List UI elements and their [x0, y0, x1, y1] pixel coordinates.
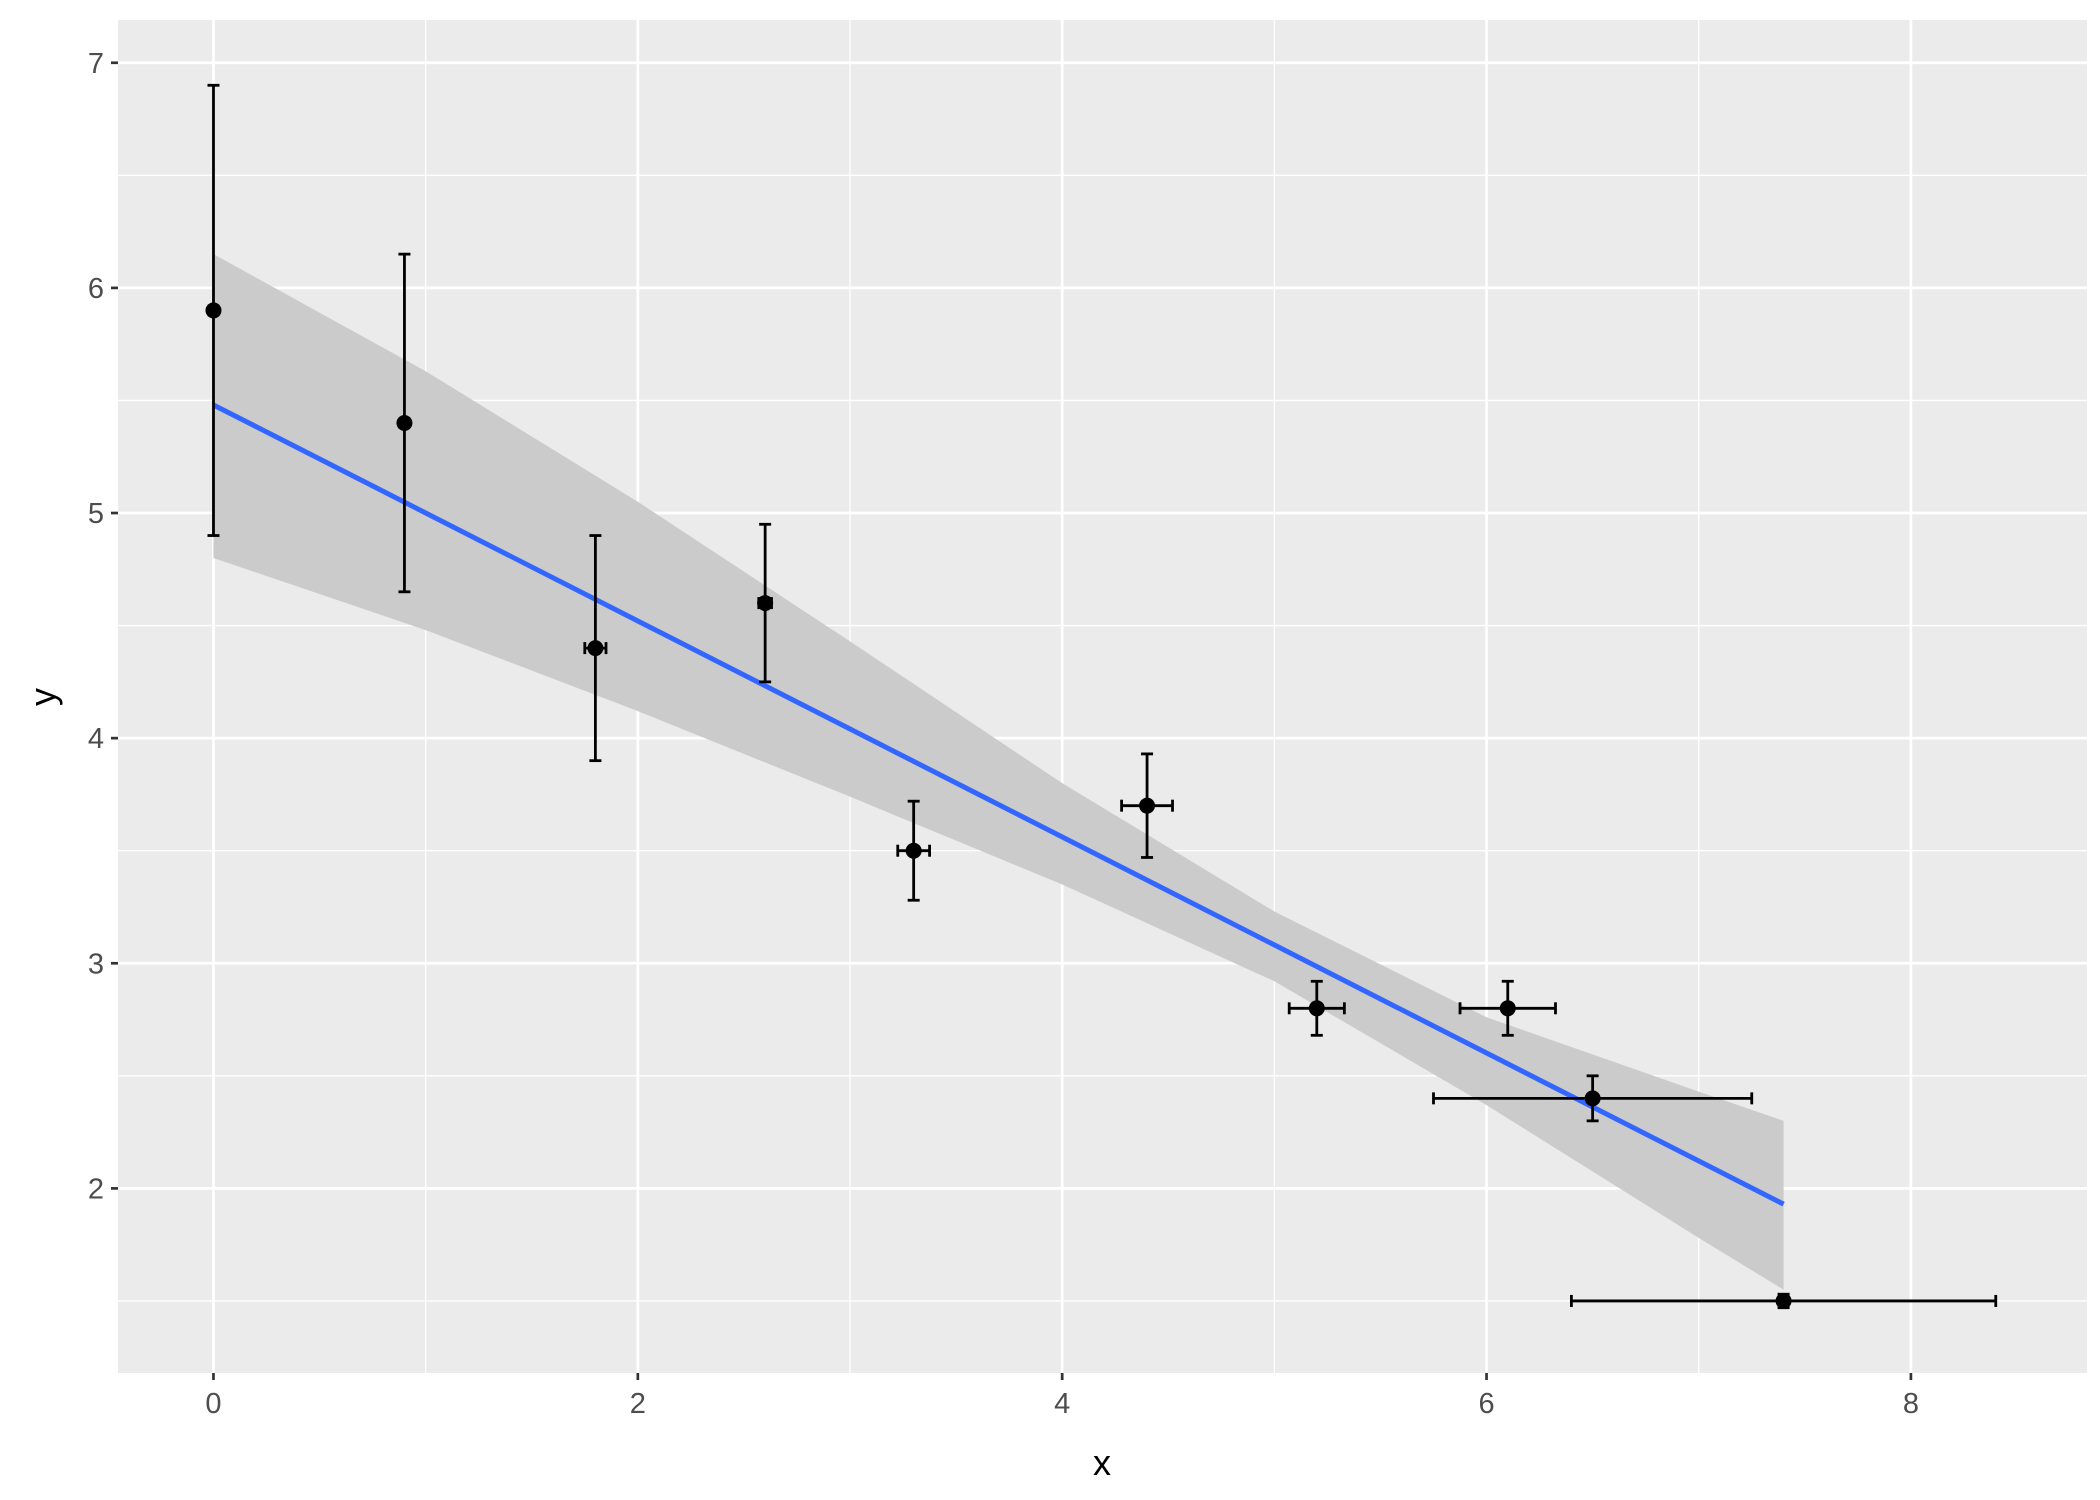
data-point	[1775, 1292, 1792, 1309]
data-point	[205, 302, 222, 319]
y-tick-label: 7	[88, 48, 104, 80]
confidence-band	[213, 254, 1784, 1290]
data-point	[905, 842, 922, 859]
x-tick-label: 0	[205, 1388, 221, 1420]
data-point	[1308, 1000, 1325, 1017]
y-tick-label: 2	[88, 1173, 104, 1205]
data-points	[205, 83, 1998, 1310]
x-tick-label: 2	[630, 1388, 646, 1420]
data-point	[1499, 1000, 1516, 1017]
y-tick-label: 5	[88, 498, 104, 530]
y-tick-label: 4	[88, 723, 104, 755]
regression-line	[212, 402, 1785, 1207]
axis-ticks: 0 2 4 6 8 2 3 4 5 6 7	[88, 48, 1919, 1420]
y-axis-title: y	[22, 688, 63, 706]
plot-panel	[118, 20, 2087, 1373]
y-tick-label: 3	[88, 948, 104, 980]
y-tick-label: 6	[88, 273, 104, 305]
data-point	[587, 640, 604, 657]
data-point	[1139, 797, 1156, 814]
data-point	[757, 595, 774, 612]
x-tick-label: 6	[1478, 1388, 1494, 1420]
x-axis-title: x	[1093, 1442, 1111, 1483]
x-tick-label: 4	[1054, 1388, 1070, 1420]
data-point	[396, 414, 413, 431]
data-point	[1584, 1090, 1601, 1107]
x-tick-label: 8	[1903, 1388, 1919, 1420]
